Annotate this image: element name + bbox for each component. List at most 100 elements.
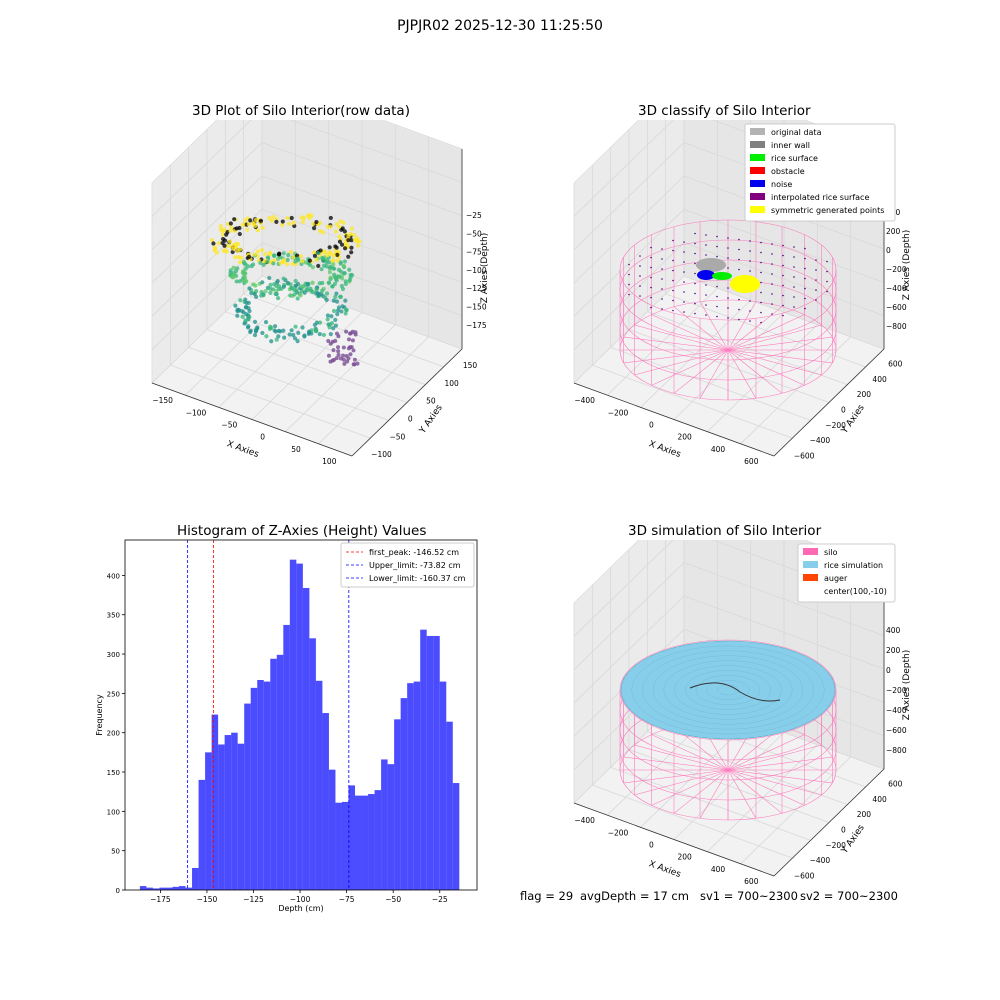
grid-point: [782, 314, 784, 317]
scatter-point: [327, 270, 333, 275]
grid-point: [727, 257, 729, 259]
scatter-point: [265, 255, 271, 260]
silo-floor-spoke: [673, 349, 729, 394]
scatter-point: [258, 260, 263, 266]
scatter-point: [331, 262, 336, 267]
z-tick-label: −100: [466, 266, 487, 275]
histogram-bar: [152, 888, 160, 890]
scatter-point: [341, 353, 346, 358]
y-tick-label: 200: [857, 810, 872, 819]
x-tick-label: −100: [290, 895, 311, 904]
histogram-bar: [218, 744, 225, 890]
scatter-point: [263, 252, 268, 257]
scatter-point: [241, 271, 247, 276]
grid-point: [727, 237, 729, 239]
grid-point: [760, 271, 762, 274]
z-tick-label: 200: [886, 646, 901, 655]
scatter-point: [220, 236, 226, 242]
x-tick-label: −125: [243, 895, 264, 904]
grid-point: [672, 279, 674, 282]
scatter-point: [281, 251, 286, 256]
scatter-point: [267, 215, 272, 221]
scatter-point: [333, 294, 338, 299]
histogram-bar: [237, 743, 245, 890]
scatter-point: [229, 225, 234, 230]
silo-floor-spoke: [699, 349, 729, 399]
grid-point: [683, 271, 685, 273]
scatter-point: [253, 223, 258, 228]
scatter-point: [346, 233, 351, 239]
scatter-point: [334, 299, 340, 304]
grid-point: [694, 272, 696, 275]
scatter-point: [305, 287, 310, 293]
legend-swatch: [750, 193, 765, 200]
scatter-point: [291, 220, 296, 225]
scatter-point: [281, 284, 286, 289]
silo-floor-spoke: [727, 769, 833, 784]
scatter-point: [324, 297, 329, 303]
scatter-point: [331, 298, 336, 303]
scatter-point: [330, 259, 336, 264]
silo-floor-spoke: [727, 756, 833, 771]
classify-legend-frame: [744, 123, 896, 222]
scatter-point: [339, 227, 344, 232]
legend-swatch: [750, 141, 765, 148]
gridline: [151, 120, 218, 184]
grid-point: [694, 252, 696, 255]
y-tick-label: −50: [390, 432, 406, 441]
scatter-point: [335, 258, 340, 263]
grid-point: [661, 278, 663, 280]
grid-point: [683, 291, 685, 293]
scatter-point: [341, 263, 346, 269]
grid-point: [782, 264, 784, 267]
grid-point: [815, 289, 817, 291]
scatter-point: [276, 334, 281, 339]
scatter-point: [261, 262, 266, 267]
z-tick-label: 0: [886, 246, 891, 255]
scatter-point: [327, 260, 332, 265]
scatter-point: [222, 243, 227, 248]
y-tick-label: 200: [857, 390, 872, 399]
grid-point: [727, 317, 729, 319]
y-tick-label: −200: [825, 421, 846, 430]
legend-label: obstacle: [771, 167, 805, 176]
y-tick-label: 100: [107, 808, 120, 816]
scatter-point: [335, 312, 340, 317]
grid-point: [628, 273, 630, 276]
grid-point: [760, 301, 762, 304]
scatter-point: [293, 278, 298, 284]
scatter-point: [228, 228, 233, 233]
scatter-point: [286, 252, 291, 258]
scatter-point: [269, 218, 274, 223]
histogram-bar: [231, 732, 238, 890]
grid-point: [749, 320, 751, 322]
scatter-point: [349, 245, 354, 250]
legend-label: rice surface: [771, 154, 818, 163]
x-tick-label: 50: [291, 445, 301, 454]
scatter-point: [271, 214, 276, 220]
silo-floor-spoke: [634, 324, 729, 351]
grid-point: [815, 259, 817, 261]
scatter-point: [272, 253, 277, 258]
z-tick-label: −400: [886, 284, 907, 293]
scatter-point: [319, 267, 324, 272]
grid-point: [771, 293, 773, 295]
silo-floor-spoke: [651, 349, 729, 386]
legend-label: silo: [824, 548, 838, 557]
z-tick-label: 200: [886, 227, 901, 236]
rice-simulation-surface: [620, 640, 836, 740]
scatter-point: [347, 277, 352, 283]
histogram-bar: [159, 887, 166, 890]
y-tick-label: −100: [371, 450, 392, 459]
y-tick-label: −600: [794, 451, 815, 460]
histogram-bar: [315, 680, 323, 890]
scatter-point: [252, 252, 257, 257]
scatter-point: [324, 291, 330, 296]
y-tick-label: −600: [794, 871, 815, 880]
scatter-point: [286, 221, 292, 226]
y-tick-label: 250: [107, 690, 120, 698]
grid-point: [694, 282, 696, 285]
grid-point: [672, 299, 674, 302]
scatter-point: [312, 253, 318, 259]
simulation-legend-frame: [797, 543, 896, 603]
